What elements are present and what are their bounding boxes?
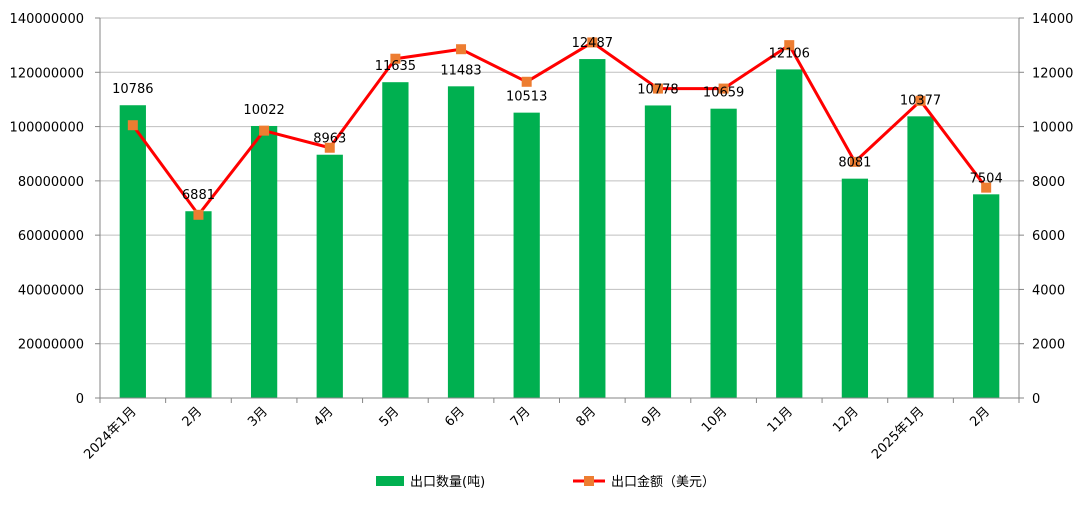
legend-line-label: 出口金额（美元）: [611, 474, 715, 490]
bar: [776, 69, 803, 398]
legend-line-marker: [584, 476, 594, 486]
line-marker: [915, 95, 926, 106]
line-series-path: [131, 40, 988, 217]
y-left-tick-label: 120000000: [10, 66, 84, 81]
bar-data-label: 12106: [769, 46, 810, 61]
y-left-tick-label: 60000000: [18, 229, 84, 244]
x-tick-label: 8月: [573, 404, 599, 430]
x-tick-label: 10月: [699, 404, 730, 435]
legend-bar-swatch: [376, 476, 404, 486]
bar: [644, 105, 672, 398]
bar-data-label: 8081: [838, 156, 871, 171]
legend: 出口数量(吨) 出口金额（美元）: [376, 474, 715, 490]
grid-lines: [100, 17, 1019, 345]
y-right-tick-label: 0: [1032, 392, 1040, 407]
line-marker: [521, 76, 532, 87]
line-marker: [587, 37, 598, 48]
y-left-tick-label: 100000000: [10, 121, 84, 136]
bar: [513, 112, 540, 398]
bar-data-label: 7504: [970, 171, 1003, 186]
bar: [250, 125, 278, 398]
y-right-tick-label: 12000: [1032, 66, 1073, 81]
x-tick-label: 7月: [508, 404, 534, 430]
bar: [579, 59, 606, 399]
x-tick-label: 2024年1月: [81, 404, 139, 462]
x-tick-label: 9月: [639, 404, 665, 430]
bar: [447, 86, 475, 398]
x-tick-label: 12月: [830, 404, 861, 435]
y-right-tick-label: 8000: [1032, 175, 1065, 190]
y-right-tick-label: 10000: [1032, 121, 1073, 136]
y-right-tick-label: 6000: [1032, 229, 1065, 244]
bar: [907, 116, 934, 399]
y-right-tick-label: 4000: [1032, 283, 1065, 298]
y-left-tick-label: 140000000: [10, 12, 84, 27]
bar: [316, 154, 343, 398]
line-marker: [849, 156, 860, 167]
bar: [973, 194, 1000, 398]
line-marker: [456, 44, 467, 55]
bar-data-label: 10022: [243, 103, 284, 118]
bar: [841, 178, 869, 398]
bar-data-label: 10786: [112, 82, 153, 97]
x-tick-label: 4月: [311, 404, 337, 430]
x-tick-label: 11月: [765, 404, 796, 435]
bar-data-label: 12487: [572, 36, 613, 51]
x-tick-label: 2月: [967, 404, 993, 430]
bar: [119, 105, 146, 398]
line-marker: [127, 120, 138, 131]
x-tick-label: 6月: [442, 404, 468, 430]
bar-data-label: 10377: [900, 93, 941, 108]
x-tick-label: 3月: [245, 404, 271, 430]
line-marker: [193, 209, 204, 220]
line-marker: [981, 182, 992, 193]
line-series: [127, 37, 992, 220]
y-left-tick-label: 20000000: [18, 338, 84, 353]
x-tick-label: 2月: [180, 404, 206, 430]
bar-data-label: 10513: [506, 90, 547, 105]
bar: [710, 108, 737, 398]
y-left-tick-label: 40000000: [18, 283, 84, 298]
line-marker: [784, 40, 795, 51]
line-marker: [652, 83, 663, 94]
x-tick-label: 2025年1月: [869, 404, 927, 462]
legend-bar-label: 出口数量(吨): [410, 475, 485, 490]
bar-data-label: 6881: [182, 188, 215, 203]
bar: [185, 211, 212, 398]
bar-data-label: 11635: [375, 59, 416, 74]
line-marker: [259, 125, 270, 136]
bar-data-label: 10659: [703, 86, 744, 101]
line-marker: [390, 53, 401, 64]
y-left-tick-label: 0: [76, 392, 84, 407]
data-labels: 10786 6881 10022 8963 11635 11483 10513 12487 10…: [112, 36, 1003, 203]
bar-data-label: 8963: [313, 132, 346, 147]
y-right-tick-label: 2000: [1032, 338, 1065, 353]
bar-data-label: 11483: [440, 63, 481, 78]
x-tick-label: 5月: [377, 404, 403, 430]
y-left-tick-label: 80000000: [18, 175, 84, 190]
bar-data-label: 10778: [637, 82, 678, 97]
line-marker: [718, 83, 729, 94]
bar: [382, 82, 409, 398]
line-marker: [324, 142, 335, 153]
bar-series: [119, 59, 1000, 399]
y-right-tick-label: 14000: [1032, 12, 1073, 27]
